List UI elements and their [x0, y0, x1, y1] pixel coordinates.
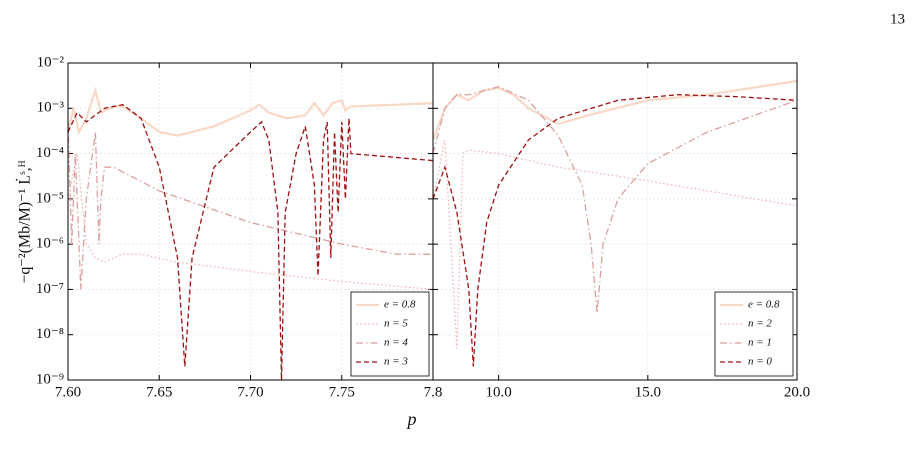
y-tick-label: 10⁻⁷: [36, 281, 64, 297]
y-axis-label: −q⁻²(Mb/M)⁻¹ L̇ˢ,ᴴ: [16, 160, 34, 283]
x-tick-label: 7.65: [146, 384, 172, 400]
y-tick-label: 10⁻⁴: [36, 145, 64, 161]
page-number: 13: [890, 11, 905, 27]
series-line: [433, 79, 797, 141]
x-axis-label: p: [406, 409, 417, 429]
x-tick-label: 15.0: [635, 384, 661, 400]
legend-label: e = 0.8: [384, 299, 416, 311]
series-line: [433, 139, 797, 349]
legend-label: n = 0: [748, 356, 772, 368]
plot-frame: [432, 62, 798, 381]
x-tick-label: 7.8: [424, 384, 443, 400]
series-line: [68, 153, 433, 291]
x-tick-label: 10.0: [486, 384, 512, 400]
x-tick-label: 7.70: [237, 384, 263, 400]
legend-label: n = 2: [748, 318, 772, 330]
legend-label: n = 1: [748, 337, 772, 349]
y-tick-label: 10⁻⁹: [36, 371, 64, 387]
legend: e = 0.8 n = 2 n = 1 n = 0: [714, 291, 794, 377]
y-tick-label: 10⁻⁶: [36, 236, 64, 252]
series-line: [68, 86, 433, 137]
legend: e = 0.8 n = 5 n = 4 n = 3: [350, 291, 430, 377]
y-tick-label: 10⁻³: [37, 100, 65, 116]
legend-label: e = 0.8: [748, 299, 780, 311]
legend-label: n = 4: [384, 337, 408, 349]
y-tick-label: 10⁻⁵: [36, 190, 64, 206]
legend-label: n = 5: [384, 318, 408, 330]
x-tick-label: 7.60: [55, 384, 81, 400]
series-line: [68, 104, 433, 380]
legend-label: n = 3: [384, 356, 408, 368]
y-tick-label: 10⁻⁸: [36, 326, 64, 342]
series-line: [433, 86, 797, 314]
x-tick-label: 20.0: [784, 384, 810, 400]
x-tick-label: 7.75: [329, 384, 355, 400]
series-line: [68, 121, 433, 290]
y-tick-label: 10⁻²: [37, 54, 65, 70]
